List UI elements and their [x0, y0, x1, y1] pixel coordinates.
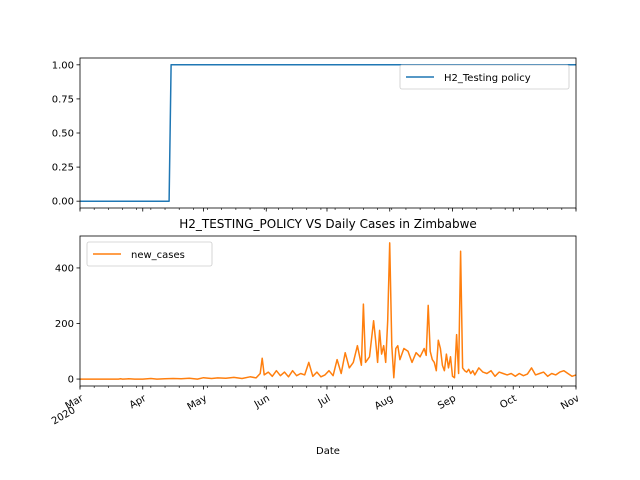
- top-y-tick-label: 0.75: [52, 94, 74, 105]
- top-legend: H2_Testing policy: [399, 64, 570, 90]
- bottom-chart-title: H2_TESTING_POLICY VS Daily Cases in Zimb…: [179, 217, 477, 231]
- top-x-axis-minor-ticks: [79, 208, 577, 212]
- bottom-legend-label: new_cases: [131, 250, 185, 261]
- bottom-y-tick-label: 200: [55, 319, 74, 330]
- bottom-series-line-0: [80, 242, 577, 380]
- top-series-lines: [80, 64, 576, 202]
- bottom-y-tick-label: 400: [55, 263, 74, 274]
- top-y-tick-label: 0.00: [52, 197, 74, 208]
- top-series-line-0: [80, 64, 576, 202]
- bottom-x-axis-label: Date: [316, 446, 340, 457]
- bottom-plot-frame: [79, 235, 577, 387]
- bottom-series-lines: [80, 242, 577, 380]
- top-y-tick-label: 0.50: [52, 129, 74, 140]
- top-y-axis-ticks: 0.00 0.25 0.50 0.75 1.00: [52, 60, 80, 208]
- top-y-tick-label: 1.00: [52, 60, 74, 71]
- top-y-tick-label: 0.25: [52, 163, 74, 174]
- bottom-legend: new_cases: [86, 241, 213, 267]
- bottom-legend-box: [86, 241, 213, 267]
- bottom-y-axis-ticks: 0 200 400: [55, 263, 80, 386]
- top-chart-panel: 0.00 0.25 0.50 0.75 1.00 H2_Testing policy: [52, 57, 577, 212]
- bottom-y-tick-label: 0: [68, 375, 74, 386]
- top-legend-label: H2_Testing policy: [444, 73, 531, 84]
- top-legend-box: [399, 64, 570, 90]
